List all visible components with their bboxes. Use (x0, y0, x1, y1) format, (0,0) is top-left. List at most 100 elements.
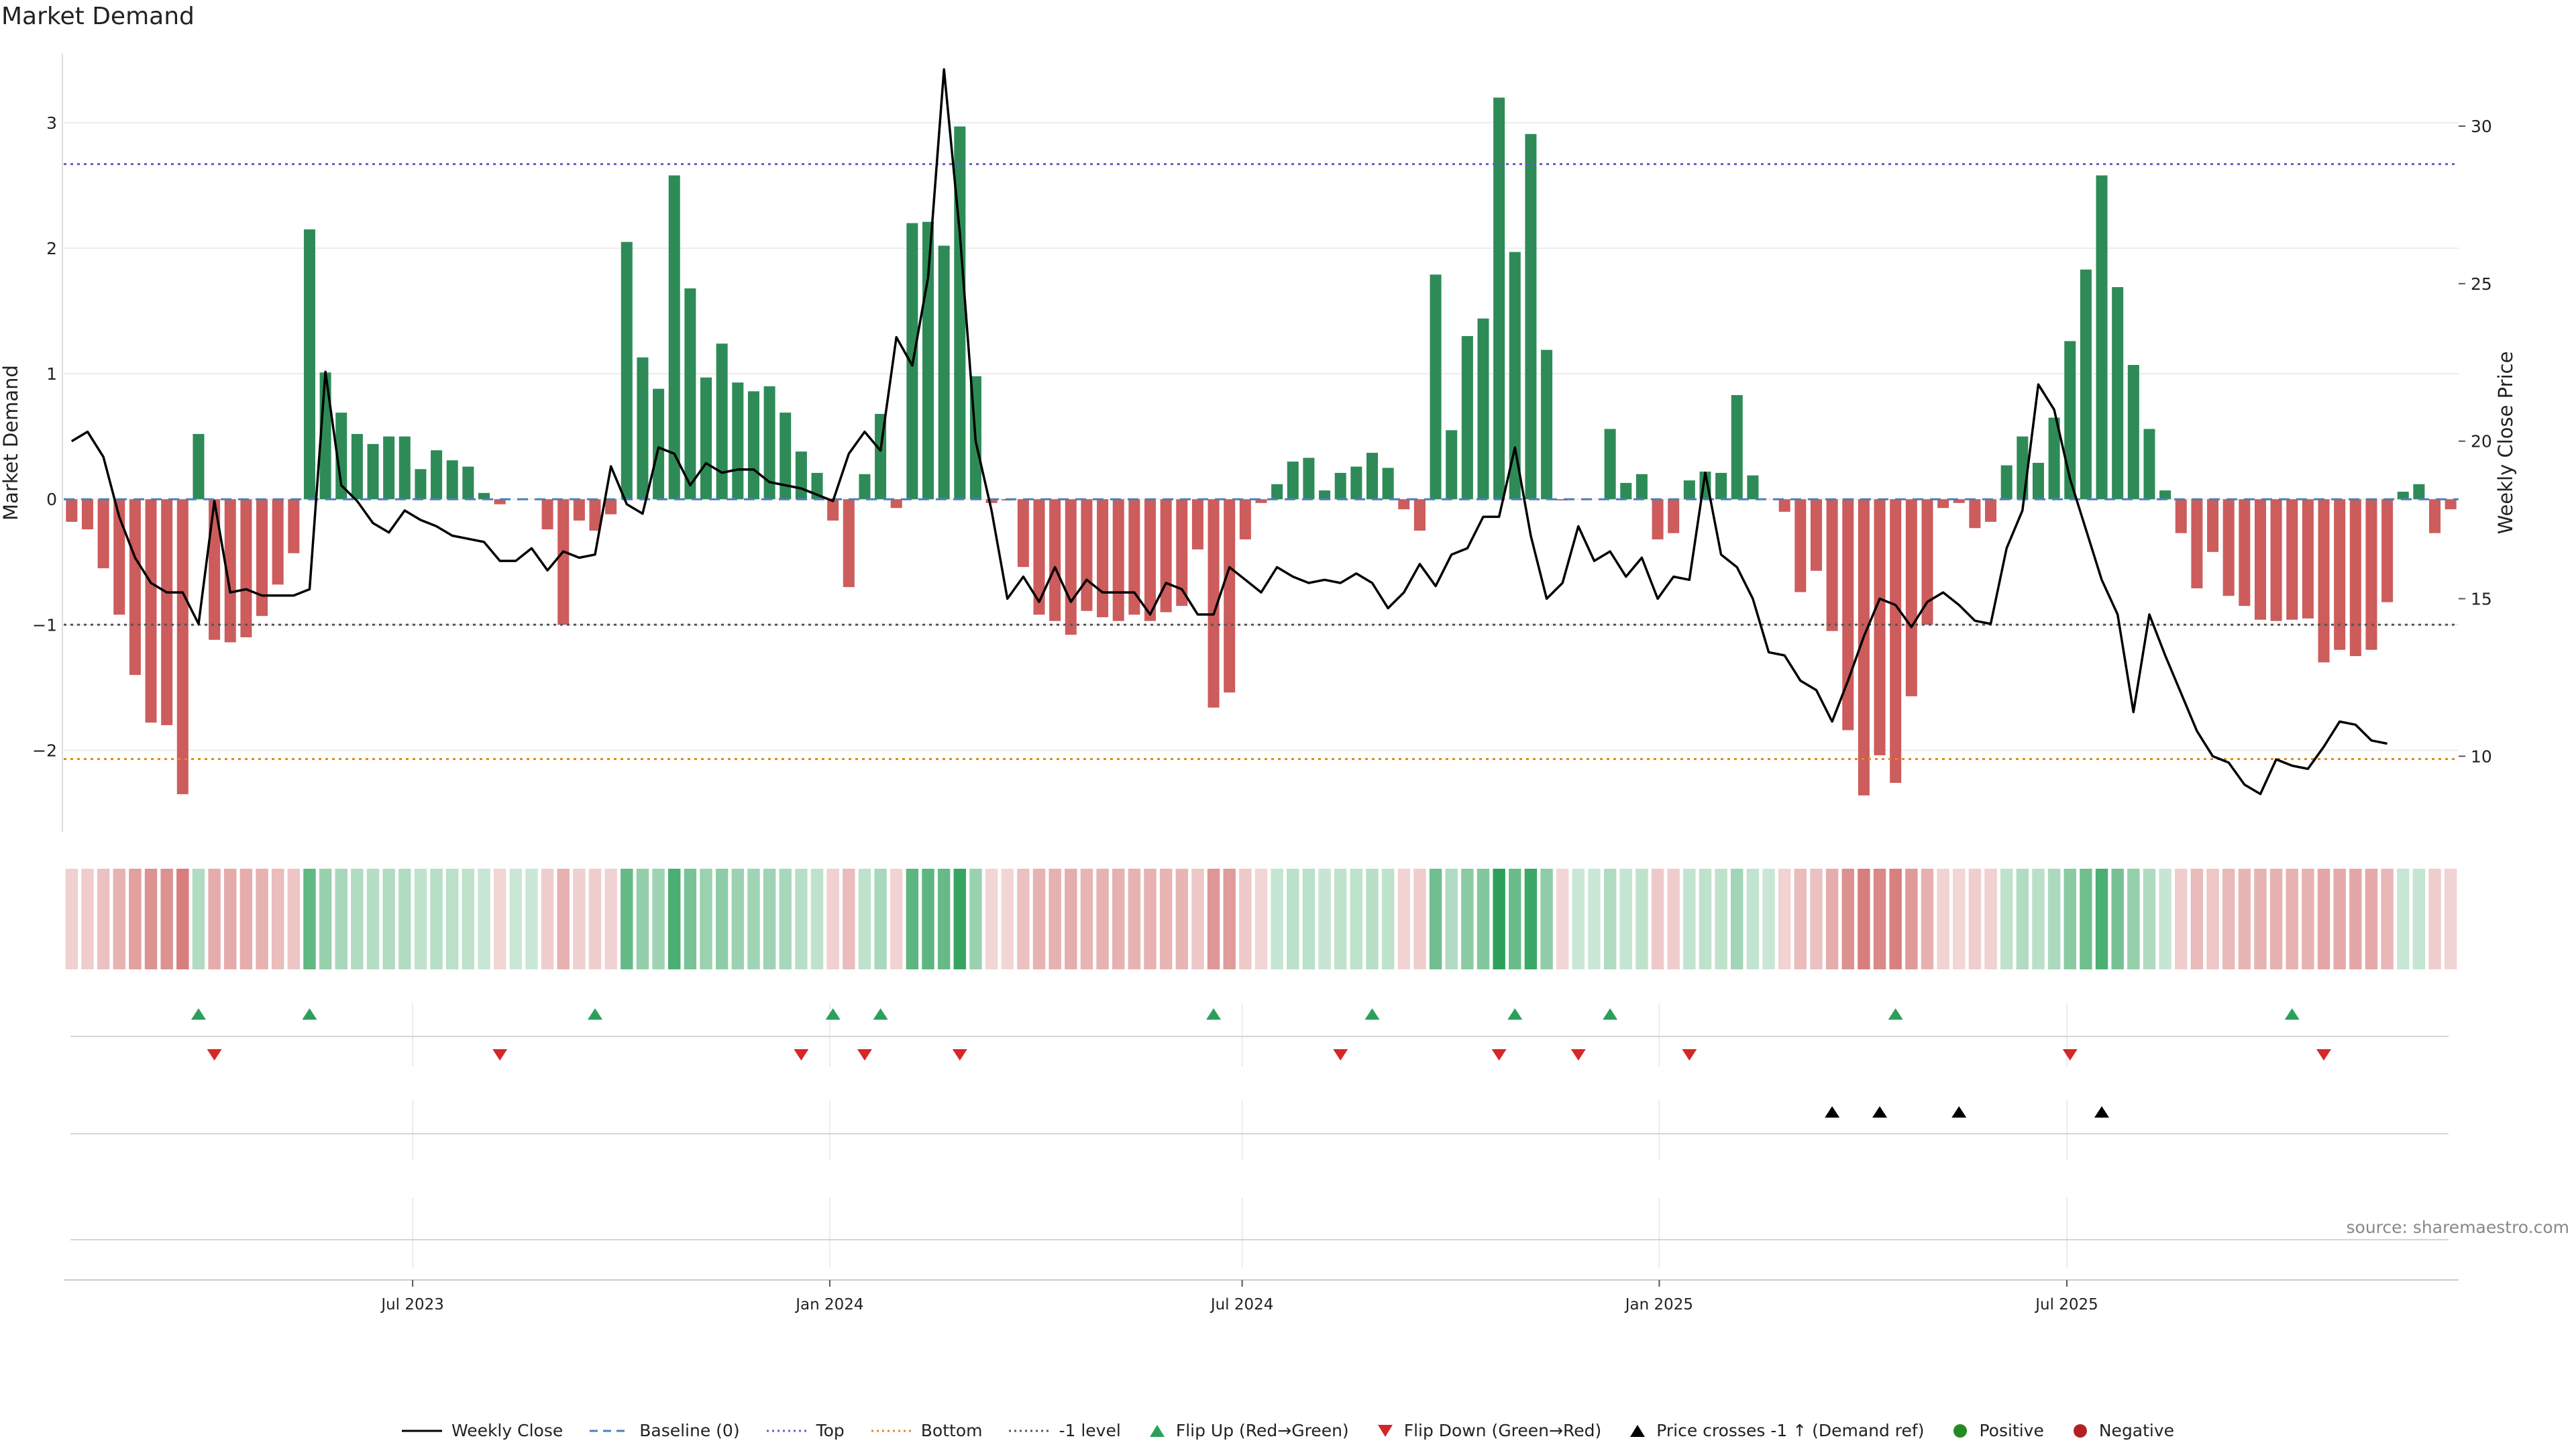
heat-cell (239, 869, 253, 969)
date-tick-label: Jul 2025 (2034, 1296, 2098, 1313)
demand-bar (938, 246, 950, 500)
heat-cell (922, 869, 934, 969)
heat-cell (1762, 869, 1775, 969)
demand-bar (1731, 394, 1743, 500)
heat-cell (588, 869, 602, 969)
demand-bar (113, 499, 125, 615)
flip-down-marker (2316, 1049, 2332, 1061)
heat-cell (1603, 869, 1617, 969)
demand-bar (1810, 499, 1822, 571)
flip-up-marker (191, 1008, 206, 1020)
demand-bar (1525, 133, 1537, 500)
demand-bar (1208, 499, 1220, 708)
heat-cell (1065, 869, 1077, 969)
heat-cell (621, 869, 633, 969)
demand-bar (494, 499, 506, 504)
heat-cell (1191, 869, 1204, 969)
demand-bar (2143, 429, 2155, 500)
heat-cell (1635, 869, 1648, 969)
heat-cell (1858, 869, 1870, 969)
heat-cell (2190, 869, 2204, 969)
demand-bar (431, 450, 443, 500)
heat-cell (176, 869, 189, 969)
demand-bar (1382, 468, 1394, 500)
demand-bar (1747, 475, 1759, 500)
flip-down-marker (952, 1049, 967, 1061)
demand-bar (1509, 252, 1521, 500)
heat-cell (1968, 869, 1982, 969)
demand-bar (1112, 499, 1124, 621)
heat-cell (462, 869, 475, 969)
bottom-legend-swatch (871, 1430, 912, 1432)
heat-strip (65, 869, 2457, 969)
flip-down-marker (1333, 1049, 1348, 1061)
heat-cell (1032, 869, 1046, 969)
flip-down-marker (1570, 1049, 1586, 1061)
legend-label: Negative (2098, 1421, 2175, 1440)
demand-bar (398, 436, 411, 500)
demand-bar (2191, 499, 2203, 589)
source-note: source: sharemaestro.com (2346, 1218, 2570, 1237)
heat-cell (1302, 869, 1316, 969)
price-cross-marker (2094, 1106, 2110, 1118)
heat-cell (668, 869, 681, 969)
y2-tick-label: 10 (2471, 747, 2492, 766)
demand-bar (1128, 499, 1140, 615)
heat-cell (1984, 869, 1997, 969)
heat-cell (2365, 869, 2378, 969)
price-cross-markers (1825, 1106, 2110, 1118)
heat-cell (874, 869, 887, 969)
heat-cell (2175, 869, 2188, 969)
heat-cell (525, 869, 538, 969)
demand-bar (621, 241, 633, 500)
demand-bar (1160, 499, 1172, 612)
heat-cell (2302, 869, 2314, 969)
demand-bar (351, 433, 363, 500)
heat-cell (1651, 869, 1664, 969)
heat-cell (1223, 869, 1236, 969)
y-tick-label: −2 (32, 741, 57, 760)
heat-cell (1049, 869, 1061, 969)
heat-cell (1144, 869, 1157, 969)
demand-bar (66, 499, 78, 522)
demand-bar (1541, 350, 1553, 500)
demand-bar (2222, 499, 2235, 596)
date-gridlines (412, 1003, 2068, 1268)
heat-cell (1080, 869, 1093, 969)
heat-cell (256, 869, 268, 969)
heat-cell (1937, 869, 1949, 969)
demand-bar (2397, 491, 2409, 500)
heat-cell (1207, 869, 1220, 969)
demand-bar (383, 436, 395, 500)
heat-cell (2444, 869, 2457, 969)
legend-label: Flip Down (Green→Red) (1403, 1421, 1602, 1440)
heat-cell (1001, 869, 1014, 969)
heat-cell (382, 869, 395, 969)
demand-bar (684, 288, 696, 500)
demand-bar (1176, 499, 1188, 606)
price-cross-marker (1872, 1106, 1888, 1118)
weekly-close-legend-swatch (401, 1430, 442, 1432)
demand-bar (1683, 480, 1695, 500)
demand-bar (2048, 417, 2060, 500)
heat-cell (826, 869, 839, 969)
heat-cell (1619, 869, 1632, 969)
flip-down-markers (207, 1049, 2332, 1061)
demand-bar (1874, 499, 1886, 755)
demand-bar (1065, 499, 1077, 635)
legend-item-top: Top (766, 1421, 845, 1440)
demand-bar (1715, 472, 1727, 500)
legend-item-price-cross: Price crosses -1 ↑ (Demand ref) (1628, 1421, 1924, 1440)
demand-bar (827, 499, 839, 521)
heat-cell (810, 869, 824, 969)
demand-bar (1144, 499, 1157, 621)
flip-up-marker (588, 1008, 603, 1020)
legend: Weekly Close Baseline (0) Top Bottom -1 leve… (0, 1421, 2576, 1443)
heat-cell (2159, 869, 2171, 969)
heat-cell (953, 869, 967, 969)
demand-bar (843, 499, 855, 588)
demand-bar (224, 499, 236, 643)
demand-bar (1081, 499, 1093, 611)
heat-cell (2047, 869, 2061, 969)
